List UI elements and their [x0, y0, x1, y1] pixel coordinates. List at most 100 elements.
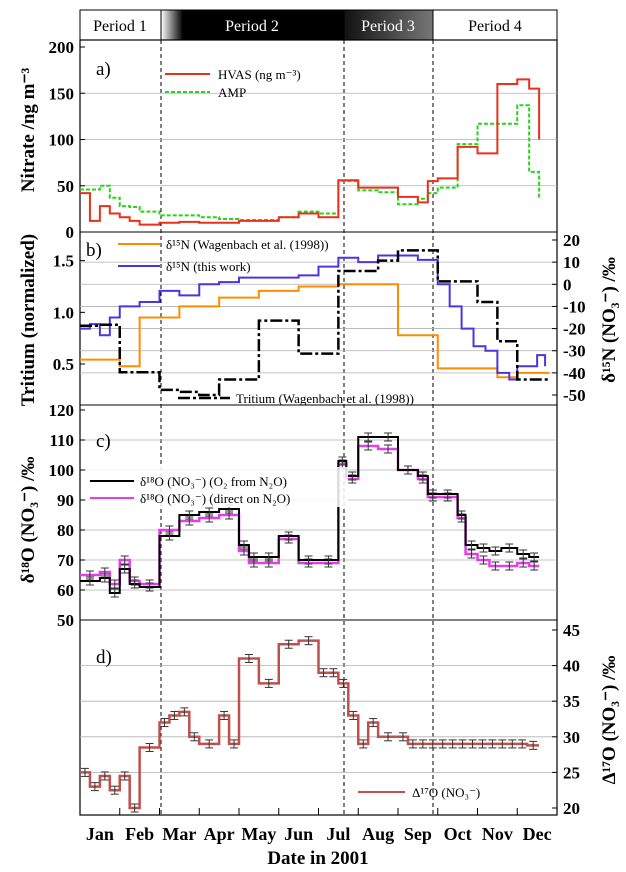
ytick-d18o: 120 — [49, 401, 75, 420]
errorbar — [284, 531, 293, 541]
errorbar — [120, 555, 129, 565]
month-label: Feb — [125, 824, 154, 844]
errorbar — [145, 742, 154, 752]
ytick-d17o: 40 — [563, 657, 580, 676]
errorbar — [304, 636, 313, 646]
errorbar — [80, 767, 89, 777]
errorbar — [165, 531, 174, 541]
ytick-d18o: 90 — [57, 491, 74, 510]
ytick-d18o: 100 — [49, 461, 75, 480]
errorbar — [120, 771, 129, 781]
errorbar — [519, 558, 528, 568]
legend-c: δ¹⁸O (NO₃⁻) (O₂ from N₂O) δ¹⁸O (NO₃⁻) (d… — [86, 467, 348, 507]
series-d18o_direct — [80, 444, 540, 586]
errorbar — [418, 471, 427, 481]
tick-labels: 0501001502000.51.01.520100-10-20-30-40-5… — [49, 38, 586, 844]
period-2-label: Period 2 — [225, 18, 279, 35]
legend-a: HVAS (ng m⁻³) AMP — [165, 67, 301, 100]
ytick-nitrate: 100 — [49, 131, 75, 150]
month-label: Mar — [162, 824, 196, 844]
errorbar — [329, 668, 338, 678]
errorbar — [239, 540, 248, 550]
errorbar — [359, 739, 368, 749]
month-label: Apr — [204, 824, 235, 844]
errorbar — [110, 588, 119, 598]
errorbar — [205, 507, 214, 517]
errorbar — [458, 739, 467, 749]
errorbar — [519, 549, 528, 559]
errorbar — [479, 543, 488, 553]
errorbar — [384, 732, 393, 742]
errorbar — [230, 739, 239, 749]
errorbar — [348, 471, 357, 481]
period-3-label: Period 3 — [361, 18, 415, 35]
errorbar — [491, 546, 500, 556]
errorbar — [478, 739, 487, 749]
ytick-d18o: 80 — [57, 521, 74, 540]
errorbar — [467, 549, 476, 559]
panel-letter-d: d) — [96, 647, 112, 668]
period-4-label: Period 4 — [468, 18, 522, 35]
errorbar — [408, 739, 417, 749]
errorbar — [530, 552, 539, 562]
legend-label-d18o-direct: δ¹⁸O (NO₃⁻) (direct on N₂O) — [140, 491, 290, 506]
ylabel-d18o: δ¹⁸O (NO₃⁻) /‰ — [18, 457, 39, 584]
month-label: May — [241, 824, 276, 844]
errorbar — [130, 579, 139, 589]
errorbar — [369, 718, 378, 728]
errorbar — [339, 678, 348, 688]
ytick-d18o: 60 — [57, 581, 74, 600]
series-amp — [80, 104, 541, 221]
ytick-d17o: 25 — [563, 763, 580, 782]
errorbar — [443, 489, 452, 499]
errorbar — [244, 653, 253, 663]
errorbar — [145, 582, 154, 592]
errorbar — [384, 432, 393, 442]
errorbar — [324, 555, 333, 565]
ytick-d18o: 70 — [57, 551, 74, 570]
legend-label-d15n-wag: δ¹⁵N (Wagenbach et al. (1998)) — [166, 237, 329, 252]
ytick-d15n: 10 — [563, 253, 580, 272]
errorbar — [180, 707, 189, 717]
month-label: Jul — [326, 824, 350, 844]
errorbar — [530, 561, 539, 571]
legend-label-hvas: HVAS (ng m⁻³) — [218, 67, 301, 82]
errorbar — [418, 739, 427, 749]
ytick-nitrate: 150 — [49, 84, 75, 103]
errorbar — [518, 739, 527, 749]
ytick-d15n: -40 — [563, 364, 586, 383]
errorbar — [100, 573, 109, 583]
errorbar — [85, 576, 94, 586]
ylabel-d17o: Δ¹⁷O (NO₃⁻) /‰ — [599, 656, 620, 785]
errorbar — [100, 771, 109, 781]
errorbar — [170, 710, 179, 720]
series-tritium — [80, 249, 550, 397]
ytick-tritium: 1.0 — [53, 303, 74, 322]
ytick-tritium: 1.5 — [53, 252, 74, 271]
ytick-d17o: 45 — [563, 621, 580, 640]
errorbar — [264, 552, 273, 562]
errorbar — [403, 465, 412, 475]
period-dividers — [160, 40, 434, 815]
ytick-d17o: 30 — [563, 728, 580, 747]
errorbar — [488, 739, 497, 749]
month-label: Aug — [362, 824, 394, 844]
errorbar — [467, 540, 476, 550]
data-series — [80, 78, 550, 813]
errorbar — [428, 489, 437, 499]
legend-label-tritium: Tritium (Wagenbach et al. (1998)) — [236, 391, 414, 406]
legend-label-amp: AMP — [218, 85, 246, 100]
errorbar — [398, 732, 407, 742]
ytick-d15n: -30 — [563, 342, 586, 361]
ytick-d18o: 50 — [57, 611, 74, 630]
ytick-d15n: -10 — [563, 297, 586, 316]
series-d15n_wag — [80, 283, 550, 379]
errorbar — [448, 739, 457, 749]
errorbar — [110, 579, 119, 589]
errorbar — [364, 441, 373, 451]
errorbar — [120, 564, 129, 574]
errorbar — [468, 739, 477, 749]
panel-letter-a: a) — [96, 59, 111, 80]
errorbar — [529, 740, 538, 750]
